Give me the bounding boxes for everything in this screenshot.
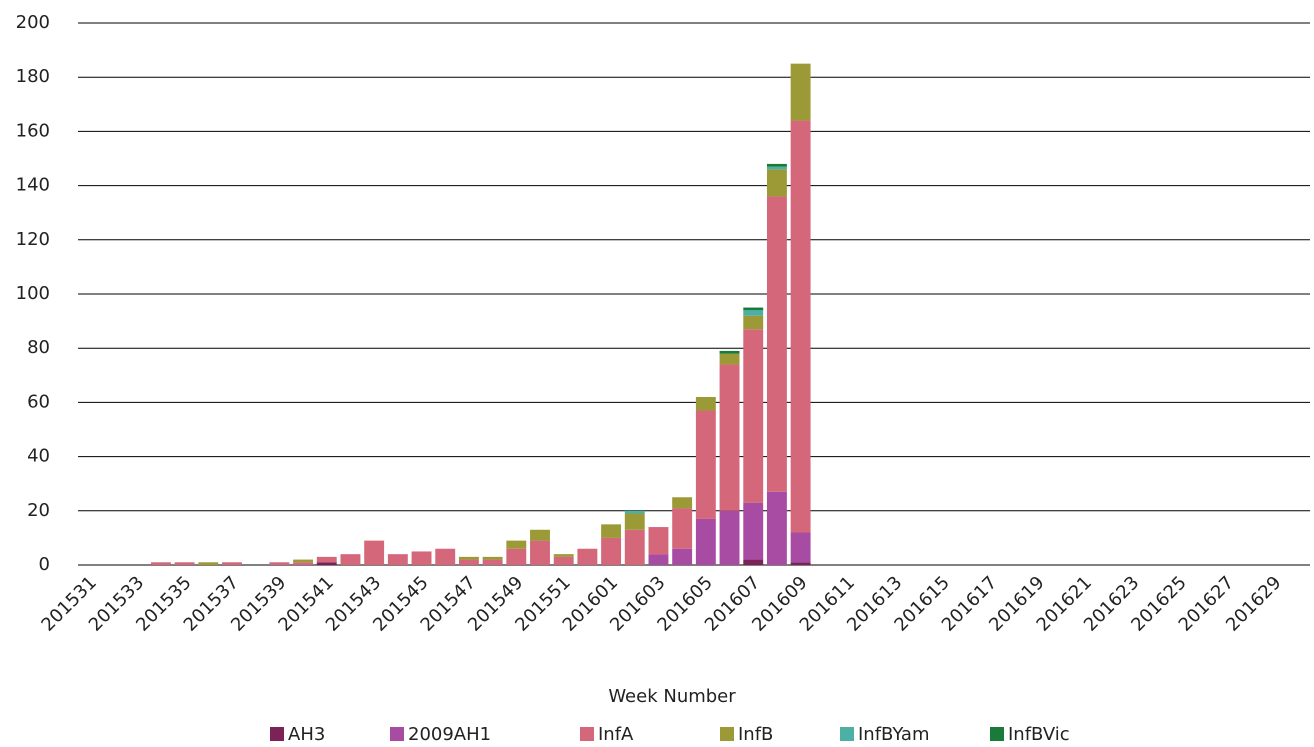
bar-segment	[601, 537, 622, 565]
bar-segment	[648, 554, 669, 565]
y-tick-label: 160	[16, 120, 50, 141]
legend-swatch	[390, 727, 404, 741]
y-tick-label: 0	[39, 554, 50, 575]
bar-segment	[174, 562, 195, 565]
bar-segment	[743, 559, 764, 565]
bar-segment	[648, 527, 669, 555]
bar-segment	[695, 518, 716, 565]
bar-segment	[672, 508, 693, 549]
y-tick-label: 60	[27, 391, 50, 412]
y-tick-label: 180	[16, 66, 50, 87]
bar-segment	[743, 329, 764, 503]
bar-segment	[530, 529, 550, 541]
legend-label: InfB	[738, 724, 773, 745]
bar-segment	[150, 562, 171, 565]
bar-segment	[766, 491, 787, 565]
bar-segment	[293, 562, 314, 565]
legend-swatch	[840, 727, 854, 741]
bar-segment	[435, 548, 456, 565]
y-tick-label: 100	[16, 283, 50, 304]
y-tick-label: 140	[16, 175, 50, 196]
bar-segment	[482, 559, 503, 565]
bar-segment	[743, 315, 764, 330]
y-tick-label: 120	[16, 229, 50, 250]
legend-label: InfBYam	[858, 724, 930, 745]
bar-segment	[719, 350, 740, 354]
bar-segment	[269, 562, 290, 565]
bar-segment	[553, 556, 574, 565]
bar-segment	[458, 556, 479, 560]
legend-label: InfBVic	[1008, 724, 1070, 745]
bar-segment	[766, 169, 787, 197]
bar-segment	[719, 510, 740, 565]
bar-segment	[672, 497, 693, 509]
legend-swatch	[270, 727, 284, 741]
y-tick-label: 80	[27, 337, 50, 358]
legend-swatch	[990, 727, 1004, 741]
legend-label: 2009AH1	[408, 724, 491, 745]
legend-label: InfA	[598, 724, 634, 745]
bar-segment	[719, 353, 740, 365]
bar-segment	[766, 166, 787, 170]
bar-segment	[530, 540, 550, 565]
bar-segment	[340, 554, 361, 565]
bar-segment	[719, 364, 740, 511]
bar-segment	[387, 554, 408, 565]
bar-segment	[766, 163, 787, 167]
bar-segment	[790, 120, 811, 533]
bar-segment	[695, 410, 716, 519]
bar-segment	[790, 63, 811, 121]
bar-segment	[316, 562, 337, 565]
bar-segment	[624, 510, 645, 514]
bar-segment	[506, 540, 527, 549]
legend-swatch	[720, 727, 734, 741]
bar-segment	[482, 556, 503, 560]
bar-segment	[624, 513, 645, 530]
bar-segment	[743, 307, 764, 311]
bar-segment	[506, 548, 527, 565]
bar-segment	[198, 562, 219, 565]
bar-segment	[293, 559, 314, 563]
y-tick-label: 40	[27, 446, 50, 467]
bar-segment	[743, 310, 764, 316]
y-tick-label: 20	[27, 500, 50, 521]
y-tick-label: 200	[16, 12, 50, 33]
bar-segment	[364, 540, 385, 565]
bar-segment	[672, 548, 693, 565]
bar-segment	[222, 562, 242, 565]
legend-label: AH3	[288, 724, 325, 745]
bar-segment	[458, 559, 479, 565]
legend-swatch	[580, 727, 594, 741]
bar-segment	[766, 196, 787, 492]
bar-segment	[577, 548, 598, 565]
bar-segment	[411, 551, 432, 565]
bar-segment	[553, 554, 574, 557]
bar-segment	[743, 502, 764, 560]
bar-segment	[790, 562, 811, 565]
bar-segment	[624, 529, 645, 565]
bar-segment	[790, 532, 811, 563]
bar-segment	[316, 556, 337, 563]
bar-segment	[601, 524, 622, 538]
bar-segment	[695, 396, 716, 411]
x-axis-title: Week Number	[608, 686, 736, 707]
